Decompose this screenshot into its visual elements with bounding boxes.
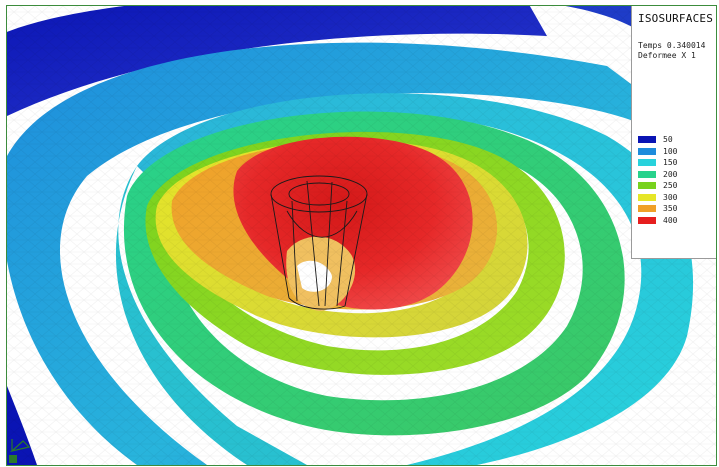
legend-swatch [638,182,656,190]
legend-item: 400 [638,215,677,227]
legend-value: 250 [663,181,678,191]
legend-item: 200 [638,169,677,181]
legend-swatch [638,136,656,144]
legend-value: 100 [663,146,678,156]
time-label: Temps 0.340014 [638,41,706,50]
legend-panel: ISOSURFACES Temps 0.340014 Deformee X 1 … [631,6,716,259]
legend-swatch [638,147,656,155]
corner-marker [9,455,17,463]
mesh-overlay [7,6,716,465]
legend-list: 50 100 150 200 250 300 350 400 [638,134,677,226]
legend-value: 300 [663,192,678,202]
legend-value: 350 [663,204,678,214]
graphics-window[interactable]: ISOSURFACES Temps 0.340014 Deformee X 1 … [6,5,717,466]
legend-item: 150 [638,157,677,169]
legend-value: 50 [663,135,673,145]
legend-swatch [638,205,656,213]
isosurface-3d-view[interactable] [7,6,716,465]
legend-item: 250 [638,180,677,192]
legend-swatch [638,159,656,167]
legend-item: 350 [638,203,677,215]
legend-item: 100 [638,146,677,158]
legend-value: 200 [663,169,678,179]
axis-triad-icon [9,439,31,453]
legend-swatch [638,193,656,201]
legend-swatch [638,170,656,178]
legend-value: 150 [663,158,678,168]
legend-swatch [638,216,656,224]
legend-item: 50 [638,134,677,146]
wireframe-cylinder [270,175,368,310]
legend-value: 400 [663,215,678,225]
legend-title: ISOSURFACES [638,12,714,25]
legend-item: 300 [638,192,677,204]
deformation-label: Deformee X 1 [638,51,696,60]
